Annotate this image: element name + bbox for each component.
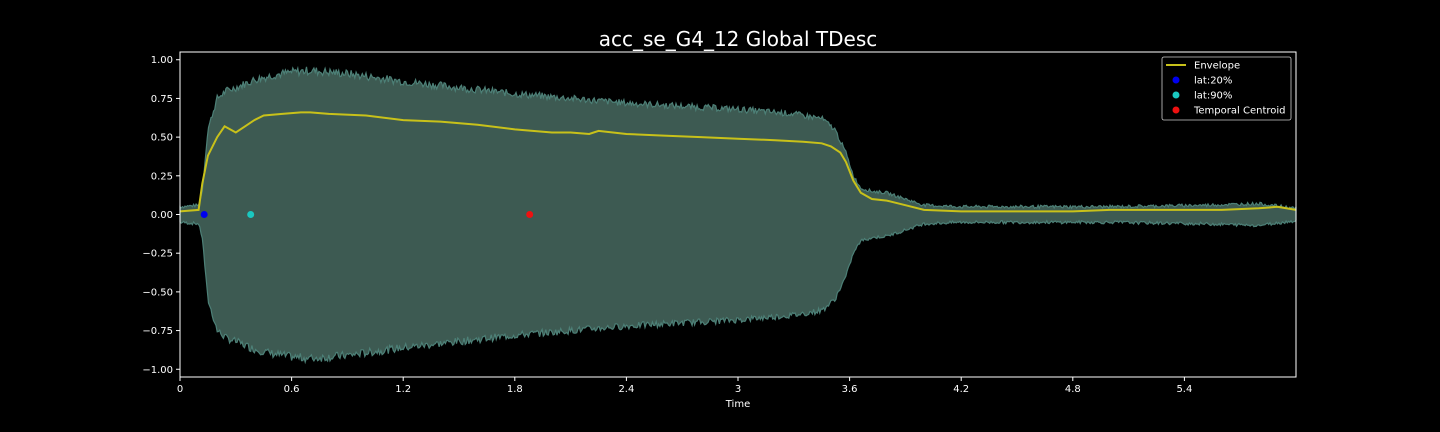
y-tick-label-2: 0.50 <box>151 133 173 144</box>
legend: Envelope lat:20% lat:90% Temporal Centroid <box>1161 56 1292 121</box>
legend-label-3: Temporal Centroid <box>1193 106 1286 117</box>
series-layer <box>179 111 1297 218</box>
x-tick-label-1: 0.6 <box>284 384 300 395</box>
legend-box <box>1161 56 1292 121</box>
y-tick-label-8: −1.00 <box>142 365 173 376</box>
legend-marker-3 <box>1172 106 1180 114</box>
y-tick-label-5: −0.25 <box>142 249 173 260</box>
x-tick-label-2: 1.2 <box>395 384 411 395</box>
y-tick-label-4: 0.00 <box>151 210 173 221</box>
chart-title: acc_se_G4_12 Global TDesc <box>599 27 878 51</box>
x-tick-label-8: 4.8 <box>1065 384 1081 395</box>
series-point-3-0 <box>526 211 534 218</box>
y-tick-label-6: −0.50 <box>142 287 173 298</box>
legend-label-2: lat:90% <box>1194 91 1232 102</box>
y-tick-label-1: 0.75 <box>151 94 173 105</box>
x-axis: 0 0.6 1.2 1.8 2.4 3 3.6 4.2 4.8 5.4 <box>177 377 1192 395</box>
x-tick-label-7: 4.2 <box>953 384 969 395</box>
x-tick-label-0: 0 <box>177 384 183 395</box>
y-axis: 1.00 0.75 0.50 0.25 0.00 −0.25 −0.50 −0.75 −1.00 <box>142 55 180 376</box>
legend-marker-2 <box>1172 91 1180 99</box>
legend-marker-1 <box>1172 76 1180 84</box>
x-tick-label-5: 3 <box>735 384 741 395</box>
x-tick-label-6: 3.6 <box>842 384 858 395</box>
plot-area <box>179 65 1297 365</box>
series-line-0 <box>179 111 1297 213</box>
x-tick-label-3: 1.8 <box>507 384 523 395</box>
waveform-area <box>179 65 1297 365</box>
x-axis-label: Time <box>725 399 750 410</box>
series-point-2-0 <box>247 211 255 218</box>
y-tick-label-0: 1.00 <box>151 55 173 66</box>
legend-label-0: Envelope <box>1194 61 1240 72</box>
x-tick-label-9: 5.4 <box>1176 384 1192 395</box>
waveform-layer <box>179 65 1297 365</box>
y-tick-label-3: 0.25 <box>151 171 173 182</box>
x-tick-label-4: 2.4 <box>618 384 634 395</box>
series-point-1-0 <box>200 211 208 218</box>
legend-label-1: lat:20% <box>1194 76 1232 87</box>
y-tick-label-7: −0.75 <box>142 326 173 337</box>
